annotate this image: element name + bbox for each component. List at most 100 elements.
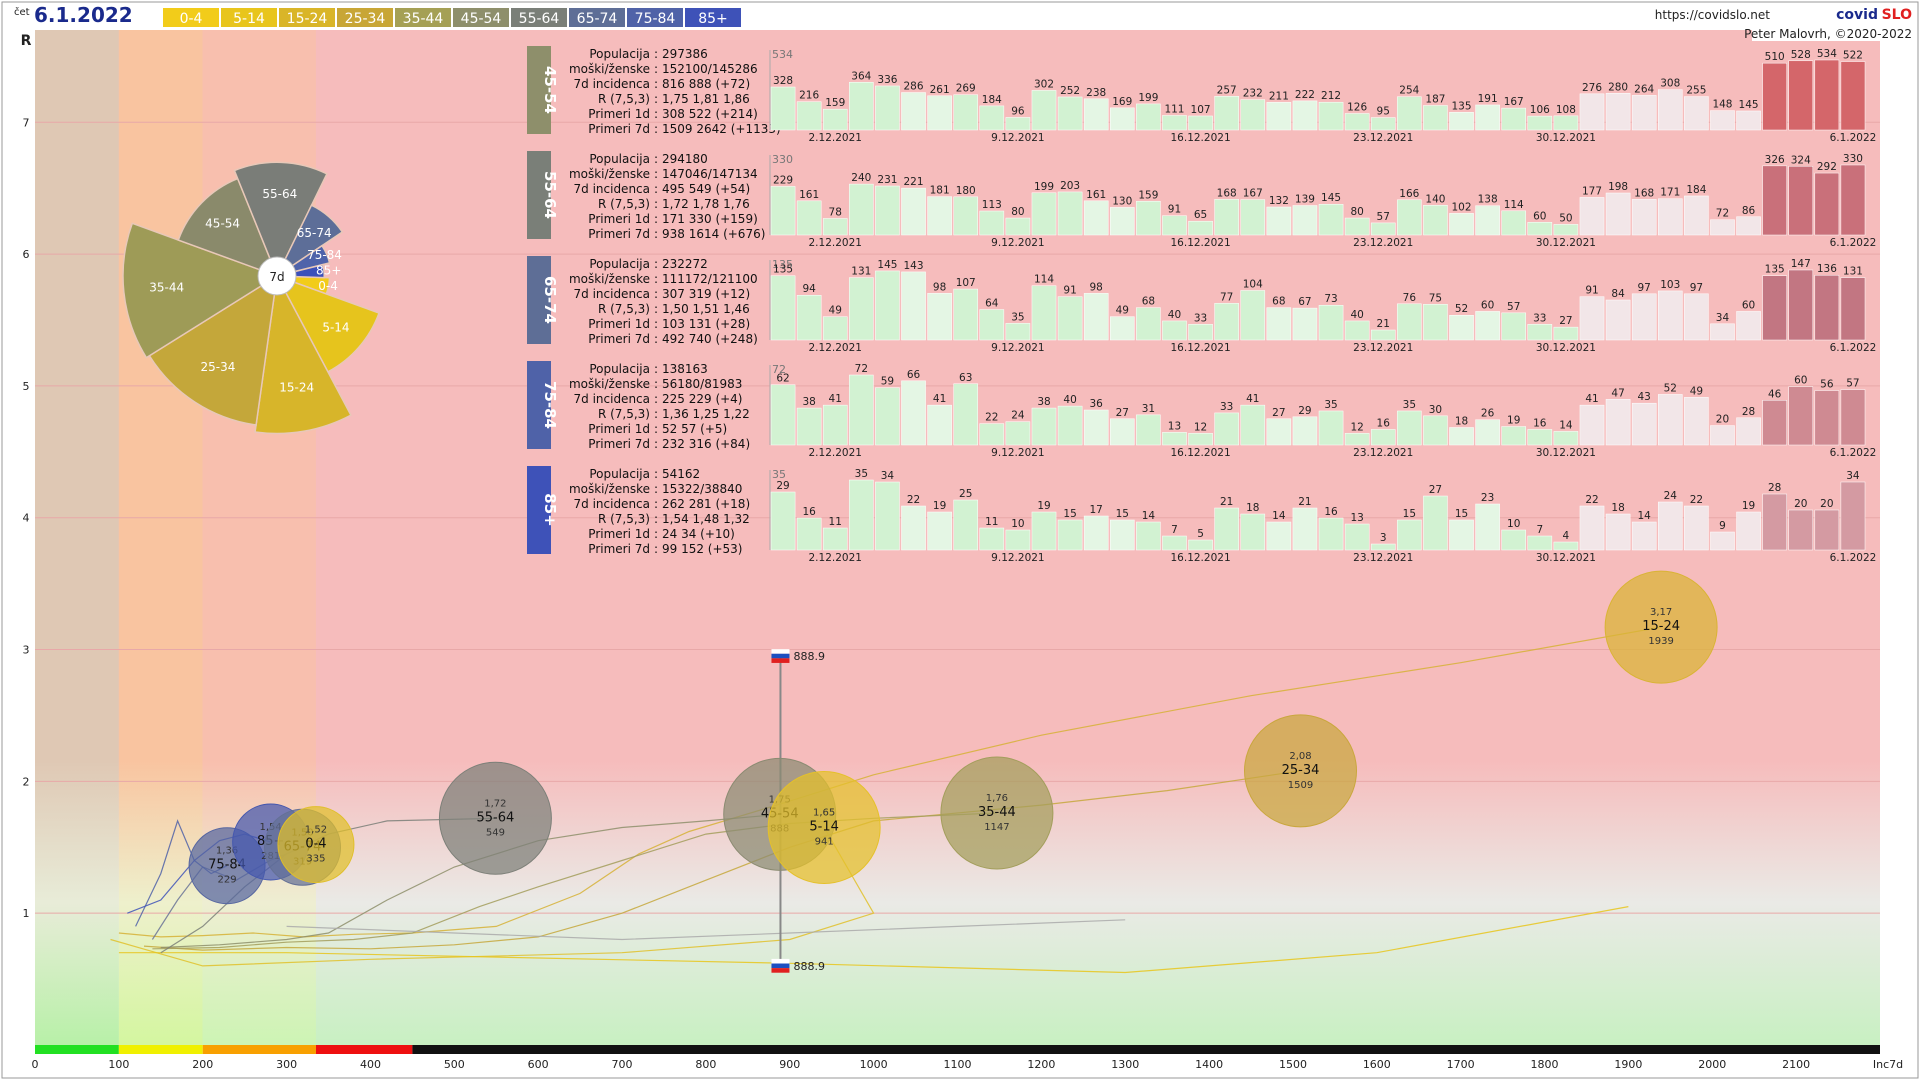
bar [1083,515,1109,551]
bar [1109,207,1135,236]
bar-value-label: 34 [1716,312,1730,324]
bar-value-label: 33 [1220,401,1233,413]
bar-value-label: 280 [1608,81,1628,93]
bar [1762,165,1787,236]
bar-value-label: 21 [1377,318,1390,330]
info-value: 492 740 (+248) [662,332,758,346]
bar [1475,205,1500,236]
panel-tag-label: 75-84 [541,381,559,429]
bar [927,293,952,341]
bar [1553,224,1579,236]
bar [1449,314,1474,341]
flag-stripe-blue [771,653,790,659]
bar-value-label: 147 [1791,258,1811,270]
date-tick-label: 16.12.2021 [1171,237,1231,249]
bar [1631,95,1657,131]
bar [1423,415,1448,446]
bar [1684,505,1709,551]
bar-value-label: 336 [877,74,897,86]
bar [1840,389,1866,446]
bar [1710,425,1735,446]
bar-value-label: 308 [1660,78,1680,90]
info-value: 56180/81983 [662,377,742,391]
date-title: 6.1.2022 [34,3,133,27]
info-sep: : [654,122,658,136]
bar-value-label: 27 [1429,484,1442,496]
bubble-incidence-value: 229 [218,875,237,886]
legend-chip-65-74 [569,8,625,27]
info-sep: : [654,392,658,406]
legend-label: 25-34 [345,11,386,27]
panel-65-74: 65-74Populacija:232272moški/ženske:11117… [527,256,1876,354]
bar-value-label: 180 [956,185,976,197]
y-tick-label: 4 [23,512,30,525]
bar [1762,400,1787,446]
date-tick-label: 30.12.2021 [1536,552,1596,564]
bar [1397,519,1422,551]
bar-value-label: 257 [1217,84,1237,96]
bar [1083,293,1109,341]
panel-75-84: 75-84Populacija:138163moški/ženske:56180… [527,361,1876,459]
bubble-circle [438,761,552,875]
bar-value-label: 23 [1481,492,1494,504]
panel-scale-max: 135 [772,258,793,271]
bar [770,186,796,236]
x-tick-label: 1000 [860,1058,888,1071]
bar-value-label: 211 [1269,90,1289,102]
info-value: 297386 [662,47,708,61]
legend-label: 65-74 [577,11,618,27]
bar-value-label: 4 [1563,530,1570,542]
panel-scale-max: 35 [772,468,786,481]
bar [1005,217,1031,236]
x-tick-label: 1600 [1363,1058,1391,1071]
bar [1423,304,1448,341]
bar-value-label: 43 [1638,391,1651,403]
bar [822,316,848,341]
bar-value-label: 106 [1530,104,1550,116]
bar-value-label: 138 [1478,194,1498,206]
bar-value-label: 73 [1324,293,1337,305]
bar [953,383,979,446]
bar-value-label: 19 [1037,500,1050,512]
bar-value-label: 126 [1347,101,1367,113]
info-key: Populacija [589,152,650,166]
info-key: Primeri 1d [588,212,650,226]
bar [901,187,926,236]
bar-value-label: 135 [773,264,793,276]
bar [796,517,822,551]
bar-value-label: 77 [1220,291,1233,303]
slovenia-flag-icon [771,649,790,663]
bar-value-label: 254 [1399,85,1419,97]
bar-value-label: 191 [1478,93,1498,105]
trail-line [110,827,875,967]
x-tick-label: 700 [612,1058,633,1071]
bar [822,527,848,551]
bar [953,94,979,131]
date-tick-label: 2.12.2021 [809,237,862,249]
bar-value-label: 57 [1377,211,1390,223]
bar-value-label: 168 [1634,187,1654,199]
rose-slice-35-44 [122,222,279,359]
info-sep: : [654,212,658,226]
bar [1109,107,1135,131]
bar-value-label: 292 [1817,161,1837,173]
legend-label: 35-44 [403,11,444,27]
bar [979,210,1005,236]
bar-value-label: 24 [1664,490,1678,502]
panel-tag-label: 65-74 [541,276,559,324]
bar [1527,535,1553,551]
date-tick-label: 23.12.2021 [1353,132,1413,144]
bar-value-label: 84 [1611,288,1625,300]
bar-value-label: 86 [1742,205,1756,217]
bar [927,511,952,551]
bubble-r-value: 3,17 [1650,607,1672,618]
bar-value-label: 145 [1321,192,1341,204]
bar [1240,404,1266,446]
bar [1605,513,1631,551]
bubble-age-label: 35-44 [978,805,1016,820]
bar [1553,326,1579,341]
bar [1579,505,1605,551]
bar-value-label: 91 [1168,204,1181,216]
date-tick-label: 2.12.2021 [809,447,862,459]
